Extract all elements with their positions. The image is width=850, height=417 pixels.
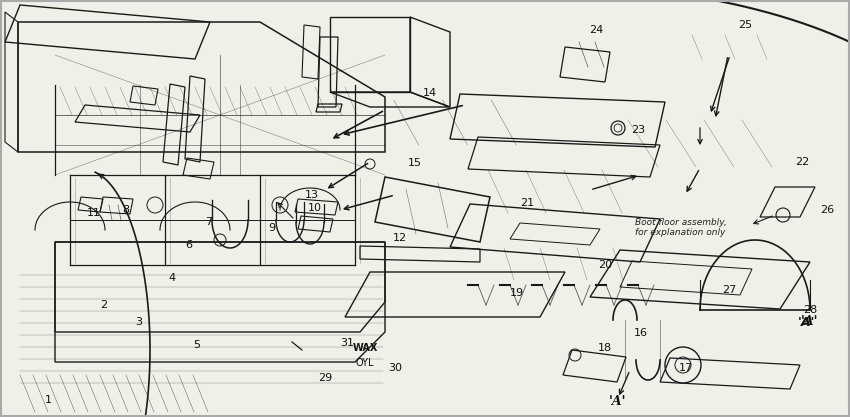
Text: 20: 20 xyxy=(598,260,612,270)
Text: 5: 5 xyxy=(193,340,200,350)
Text: 29: 29 xyxy=(318,373,332,383)
Text: WAX: WAX xyxy=(352,343,377,353)
Text: 3: 3 xyxy=(135,317,142,327)
Text: 1: 1 xyxy=(44,395,52,405)
Text: 14: 14 xyxy=(423,88,437,98)
Text: 24: 24 xyxy=(589,25,604,35)
Text: 11: 11 xyxy=(87,208,101,218)
Text: 'A': 'A' xyxy=(802,315,819,328)
Text: 2: 2 xyxy=(100,300,107,310)
Text: 19: 19 xyxy=(510,288,524,298)
Text: 6: 6 xyxy=(185,240,192,250)
Text: 31: 31 xyxy=(340,338,354,348)
Text: 21: 21 xyxy=(520,198,534,208)
Text: 27: 27 xyxy=(722,285,736,295)
Text: 26: 26 xyxy=(820,205,834,215)
Text: 4: 4 xyxy=(168,273,175,283)
Text: 12: 12 xyxy=(393,233,407,243)
Text: Boot floor assembly,
for explanation only: Boot floor assembly, for explanation onl… xyxy=(635,218,727,237)
Text: 7: 7 xyxy=(205,217,212,227)
Text: 23: 23 xyxy=(631,125,645,135)
Text: 8: 8 xyxy=(122,205,129,215)
Text: 17: 17 xyxy=(679,363,693,373)
Text: 22: 22 xyxy=(795,157,809,167)
Text: 9: 9 xyxy=(268,223,275,233)
Text: 25: 25 xyxy=(738,20,752,30)
Text: OYL: OYL xyxy=(356,358,374,368)
Text: 13: 13 xyxy=(305,190,319,200)
Text: 'A': 'A' xyxy=(798,317,816,329)
Text: 30: 30 xyxy=(388,363,402,373)
Text: 28: 28 xyxy=(803,305,817,315)
Text: 10: 10 xyxy=(308,203,322,213)
Text: 'A': 'A' xyxy=(609,395,626,408)
Text: 16: 16 xyxy=(634,328,648,338)
Text: 18: 18 xyxy=(598,343,612,353)
Text: 15: 15 xyxy=(408,158,422,168)
